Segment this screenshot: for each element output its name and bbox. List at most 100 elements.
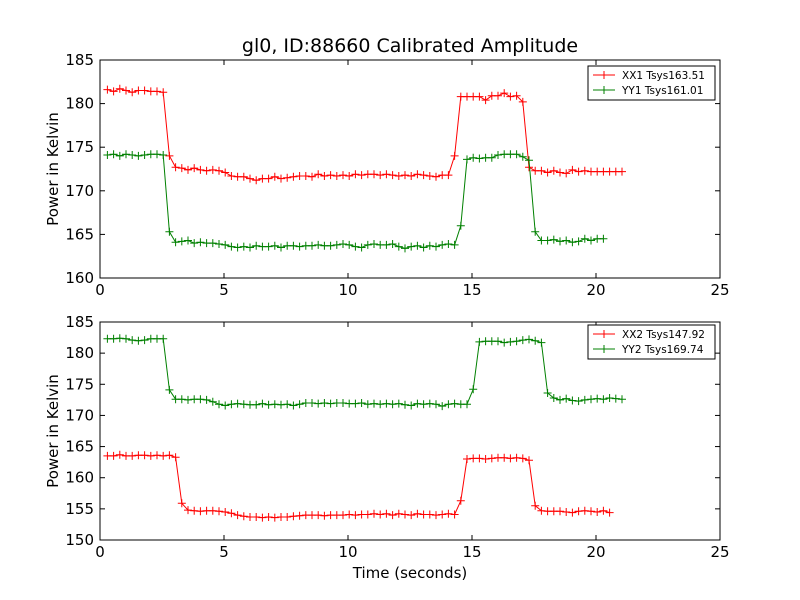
top-data-point — [103, 151, 112, 159]
bottom-data-point — [500, 453, 509, 462]
bottom-data-point — [543, 389, 552, 397]
top-data-point — [308, 241, 316, 250]
bottom-data-point — [351, 399, 360, 408]
bottom-data-point — [184, 395, 192, 404]
top-data-point — [332, 172, 341, 180]
top-data-point — [382, 240, 391, 249]
top-data-point — [246, 174, 254, 183]
top-data-point — [109, 150, 118, 159]
bottom-data-point — [525, 335, 533, 344]
top-data-point — [196, 165, 205, 174]
bottom-data-point — [593, 508, 602, 516]
bottom-data-point — [432, 511, 440, 520]
top-data-point — [301, 172, 310, 180]
bottom-data-point — [339, 399, 347, 407]
top-data-point — [568, 165, 577, 174]
top-data-point — [438, 240, 447, 249]
top-data-point — [202, 166, 211, 175]
bottom-x-tick-label: 25 — [710, 543, 729, 561]
bottom-x-tick-label: 10 — [338, 543, 357, 561]
top-legend-entry: YY1 Tsys161.01 — [593, 85, 703, 97]
bottom-data-point — [215, 400, 223, 409]
bottom-data-point — [289, 512, 298, 521]
bottom-data-point — [549, 394, 558, 402]
top-data-point — [239, 242, 248, 251]
top-data-point — [388, 171, 397, 180]
top-legend-label: YY1 Tsys161.01 — [621, 85, 703, 97]
top-data-point — [562, 169, 571, 178]
top-data-point — [351, 170, 360, 179]
top-data-point — [376, 171, 385, 180]
bottom-data-point — [475, 337, 484, 346]
top-axes-frame — [99, 59, 721, 279]
bottom-data-point — [580, 395, 589, 404]
top-data-point — [537, 166, 546, 175]
top-data-point — [351, 242, 360, 251]
bottom-data-point — [122, 334, 130, 343]
bottom-data-point — [140, 451, 149, 460]
bottom-y-tick-label: 170 — [65, 406, 94, 424]
bottom-data-point — [165, 385, 174, 394]
top-data-point — [177, 164, 186, 173]
bottom-data-point — [388, 511, 397, 520]
top-data-point — [246, 243, 254, 252]
top-data-point — [177, 237, 186, 246]
top-data-point — [277, 243, 285, 252]
top-data-point — [556, 237, 564, 246]
bottom-data-point — [159, 334, 168, 343]
bottom-data-point — [574, 507, 583, 516]
bottom-data-point — [394, 509, 403, 518]
bottom-data-point — [525, 456, 533, 465]
top-series-1 — [103, 84, 626, 185]
bottom-data-point — [184, 506, 192, 515]
top-data-point — [345, 240, 354, 249]
top-data-point — [215, 240, 223, 248]
top-data-point — [549, 166, 558, 175]
bottom-data-point — [481, 455, 490, 463]
bottom-data-point — [531, 336, 540, 345]
top-data-point — [128, 88, 137, 97]
bottom-legend: XX2 Tsys147.92 YY2 Tsys169.74 — [587, 324, 716, 360]
top-legend-marker — [600, 71, 608, 79]
top-data-point — [599, 234, 608, 243]
top-data-point — [450, 151, 459, 160]
top-data-point — [221, 240, 230, 249]
top-data-point — [456, 221, 465, 230]
top-data-point — [401, 244, 409, 253]
bottom-data-point — [376, 400, 385, 409]
bottom-data-point — [233, 511, 242, 520]
top-data-point — [208, 239, 217, 248]
bottom-data-point — [165, 451, 174, 460]
bottom-data-point — [177, 395, 186, 404]
bottom-data-point — [580, 506, 589, 515]
bottom-data-point — [562, 508, 571, 516]
bottom-y-tick-label: 185 — [65, 313, 94, 331]
bottom-data-point — [370, 509, 378, 518]
top-data-point — [252, 176, 261, 185]
bottom-data-point — [425, 399, 434, 408]
top-data-point — [215, 166, 223, 175]
bottom-data-point — [295, 400, 304, 409]
bottom-data-point — [593, 394, 602, 403]
top-data-point — [512, 91, 521, 100]
top-data-point — [221, 168, 230, 177]
top-data-point — [432, 242, 440, 251]
top-data-point — [432, 172, 440, 181]
bottom-data-point — [574, 397, 583, 406]
bottom-data-point — [314, 399, 323, 408]
bottom-data-point — [252, 513, 261, 521]
top-data-point — [413, 241, 422, 250]
top-data-point — [208, 165, 217, 174]
top-data-point — [512, 150, 521, 159]
bottom-data-point — [407, 401, 416, 410]
bottom-legend-label: XX2 Tsys147.92 — [622, 329, 705, 341]
top-x-tick-label: 0 — [95, 281, 105, 299]
top-y-axis-label: Power in Kelvin — [44, 112, 62, 226]
bottom-data-point — [556, 395, 564, 404]
top-data-point — [109, 87, 118, 96]
bottom-series-1 — [103, 450, 614, 522]
bottom-data-point — [407, 511, 416, 520]
top-data-point — [339, 240, 347, 248]
top-data-point — [543, 236, 552, 245]
top-data-point — [518, 97, 527, 106]
